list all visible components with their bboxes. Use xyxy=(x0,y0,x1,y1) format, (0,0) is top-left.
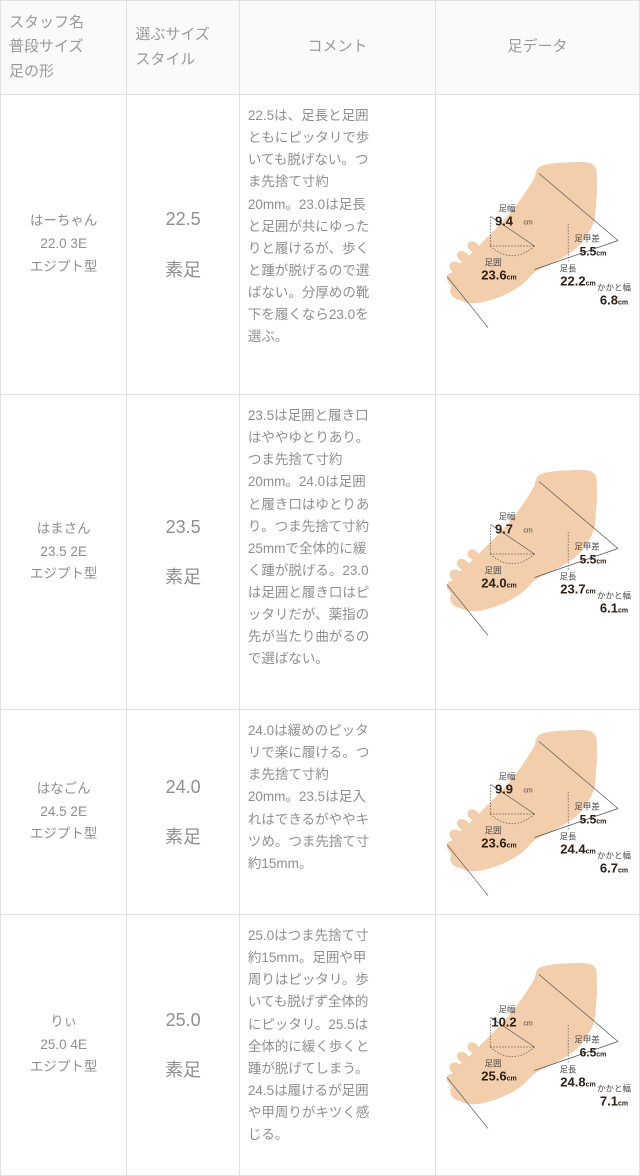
svg-text:かかと幅: かかと幅 xyxy=(597,1083,632,1093)
svg-text:足長: 足長 xyxy=(559,831,577,841)
svg-text:23.7cm: 23.7cm xyxy=(560,581,595,596)
svg-text:足囲: 足囲 xyxy=(484,825,501,835)
svg-text:足長: 足長 xyxy=(559,1064,577,1074)
svg-text:cm: cm xyxy=(523,527,533,534)
svg-text:5.5cm: 5.5cm xyxy=(580,552,607,566)
svg-text:7.1cm: 7.1cm xyxy=(600,1093,628,1108)
svg-text:足囲: 足囲 xyxy=(484,565,501,575)
svg-text:10.2: 10.2 xyxy=(491,1014,516,1029)
svg-text:5.5cm: 5.5cm xyxy=(580,812,607,826)
svg-text:足幅: 足幅 xyxy=(498,1004,516,1014)
svg-text:かかと幅: かかと幅 xyxy=(597,850,632,860)
svg-text:6.8cm: 6.8cm xyxy=(600,293,628,308)
svg-text:5.5cm: 5.5cm xyxy=(580,245,607,259)
svg-text:足長: 足長 xyxy=(559,264,577,274)
svg-text:足囲: 足囲 xyxy=(484,258,501,268)
svg-text:足幅: 足幅 xyxy=(498,204,516,214)
svg-text:cm: cm xyxy=(523,220,533,227)
svg-text:足甲差: 足甲差 xyxy=(574,234,600,244)
svg-text:24.8cm: 24.8cm xyxy=(560,1074,595,1089)
svg-text:9.9: 9.9 xyxy=(495,781,513,796)
svg-text:9.7: 9.7 xyxy=(495,521,513,536)
svg-text:足甲差: 足甲差 xyxy=(574,801,600,811)
svg-text:cm: cm xyxy=(523,1020,533,1027)
svg-text:かかと幅: かかと幅 xyxy=(597,283,632,293)
svg-text:足長: 足長 xyxy=(559,571,577,581)
svg-text:22.2cm: 22.2cm xyxy=(560,274,595,289)
svg-text:cm: cm xyxy=(523,787,533,794)
svg-text:足囲: 足囲 xyxy=(484,1058,501,1068)
svg-text:6.5cm: 6.5cm xyxy=(580,1045,607,1059)
svg-text:9.4: 9.4 xyxy=(495,214,514,229)
svg-text:足幅: 足幅 xyxy=(498,511,516,521)
svg-text:足甲差: 足甲差 xyxy=(574,1034,600,1044)
svg-text:かかと幅: かかと幅 xyxy=(597,590,632,600)
svg-text:6.7cm: 6.7cm xyxy=(600,860,628,875)
svg-text:足甲差: 足甲差 xyxy=(574,541,600,551)
svg-text:24.4cm: 24.4cm xyxy=(560,841,595,856)
svg-text:足幅: 足幅 xyxy=(498,771,516,781)
svg-text:6.1cm: 6.1cm xyxy=(600,600,628,615)
